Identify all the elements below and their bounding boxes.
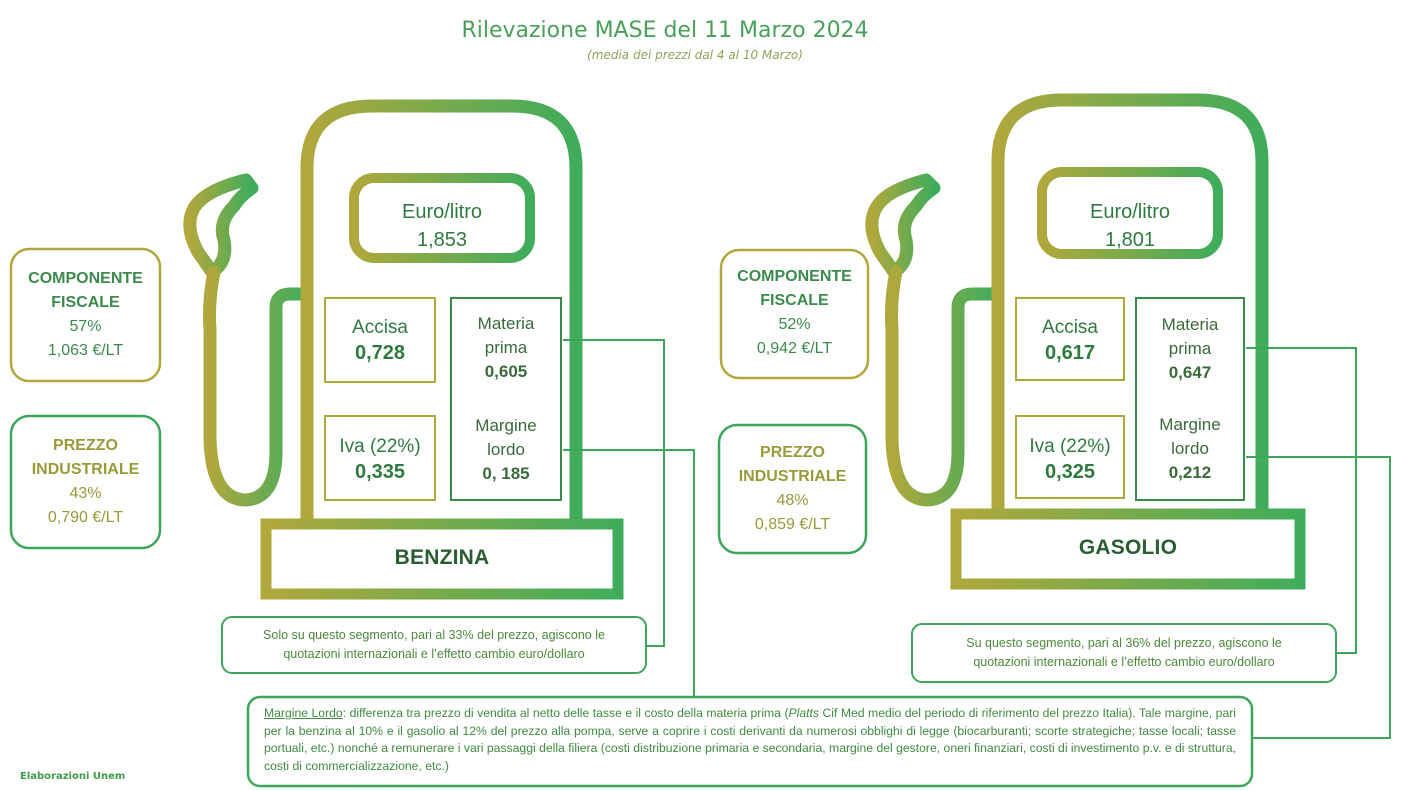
label: Margine xyxy=(475,416,537,435)
gasolio-pump-icon xyxy=(865,93,1306,590)
credit-label: Elaborazioni Unem xyxy=(20,771,126,782)
percentage: 43% xyxy=(69,485,102,502)
gasolio-footnote-connector xyxy=(1246,456,1391,739)
price-label: Euro/litro xyxy=(1089,201,1171,223)
gasolio-iva: Iva (22%) 0,325 xyxy=(1016,435,1124,485)
page-subtitle: (media dei prezzi dal 4 al 10 Marzo) xyxy=(587,48,803,62)
gasolio-note-connector xyxy=(1246,347,1357,654)
gasolio-iva-box xyxy=(1015,415,1125,499)
accisa-label: Accisa xyxy=(1042,317,1098,338)
accisa-value: 0,617 xyxy=(1044,342,1096,364)
gasolio-label: GASOLIO xyxy=(1078,536,1178,559)
label: prima xyxy=(484,338,528,357)
label: FISCALE xyxy=(51,294,120,311)
gasolio-materia-prima: Materia prima 0,647 xyxy=(1136,313,1244,385)
gasolio-industrial-box xyxy=(1135,297,1245,501)
footnote-text: : differenza tra prezzo di vendita al ne… xyxy=(342,706,789,720)
label: Materia xyxy=(477,314,535,333)
label: INDUSTRIALE xyxy=(738,468,847,485)
benzina-materia-prima: Materia prima 0,605 xyxy=(451,312,561,384)
label: lordo xyxy=(487,440,525,459)
benzina-note: Solo su questo segmento, pari al 33% del… xyxy=(222,626,646,664)
gasolio-industriale-box xyxy=(717,423,868,555)
benzina-prezzo-industriale: PREZZO INDUSTRIALE 43% 0,790 €/LT xyxy=(11,434,160,530)
iva-value: 0,335 xyxy=(354,461,406,483)
price-value: 1,853 xyxy=(416,229,468,251)
iva-value: 0,325 xyxy=(1044,461,1096,483)
value: 0,790 €/LT xyxy=(47,509,124,526)
margine-lordo-footnote: Margine Lordo: differenza tra prezzo di … xyxy=(264,705,1236,775)
page-title: Rilevazione MASE del 11 Marzo 2024 xyxy=(461,18,869,43)
iva-label: Iva (22%) xyxy=(1029,436,1111,457)
price-value: 1,801 xyxy=(1104,229,1156,251)
label: Materia xyxy=(1161,315,1219,334)
value: 0,647 xyxy=(1168,363,1212,382)
value: 0,605 xyxy=(484,362,528,381)
gasolio-accisa: Accisa 0,617 xyxy=(1016,316,1124,366)
accisa-label: Accisa xyxy=(352,317,408,338)
note-line: Su questo segmento, pari al 36% del prez… xyxy=(966,636,1282,650)
benzina-componente-fiscale: COMPONENTE FISCALE 57% 1,063 €/LT xyxy=(11,267,160,363)
footnote-platts: Platts xyxy=(788,706,819,720)
note-line: quotazioni internazionali e l’effetto ca… xyxy=(283,647,585,661)
benzina-iva: Iva (22%) 0,335 xyxy=(325,435,435,485)
benzina-industriale-box xyxy=(9,414,162,550)
gasolio-note: Su questo segmento, pari al 36% del prez… xyxy=(912,634,1336,672)
label: prima xyxy=(1168,339,1212,358)
label: Margine xyxy=(1159,415,1221,434)
label: INDUSTRIALE xyxy=(31,461,140,478)
value: 0,942 €/LT xyxy=(756,340,833,357)
label: FISCALE xyxy=(760,292,829,309)
benzina-accisa: Accisa 0,728 xyxy=(325,316,435,366)
benzina-margine-lordo: Margine lordo 0, 185 xyxy=(451,414,561,486)
benzina-label: BENZINA xyxy=(394,546,490,569)
note-line: quotazioni internazionali e l’effetto ca… xyxy=(973,655,1275,669)
price-label: Euro/litro xyxy=(401,201,483,223)
benzina-industrial-box xyxy=(450,297,562,501)
label: COMPONENTE xyxy=(28,270,143,287)
gasolio-prezzo-industriale: PREZZO INDUSTRIALE 48% 0,859 €/LT xyxy=(719,441,866,537)
benzina-price-display: Euro/litro 1,853 xyxy=(354,198,530,254)
label: PREZZO xyxy=(53,437,118,454)
label: COMPONENTE xyxy=(737,268,852,285)
value: 0,212 xyxy=(1168,463,1212,482)
footnote-term: Margine Lordo xyxy=(264,706,343,720)
value: 1,063 €/LT xyxy=(47,342,124,359)
label: lordo xyxy=(1171,439,1209,458)
value: 0,859 €/LT xyxy=(754,516,831,533)
accisa-value: 0,728 xyxy=(354,342,406,364)
gasolio-price-display: Euro/litro 1,801 xyxy=(1042,198,1218,254)
percentage: 57% xyxy=(69,318,102,335)
gasolio-accisa-box xyxy=(1015,297,1125,381)
benzina-fiscale-box xyxy=(9,247,162,383)
benzina-iva-box xyxy=(324,415,436,501)
gasolio-fiscale-box xyxy=(719,248,870,380)
benzina-footnote-connector xyxy=(563,449,695,697)
benzina-note-connector xyxy=(563,339,665,647)
benzina-accisa-box xyxy=(324,297,436,383)
iva-label: Iva (22%) xyxy=(339,436,421,457)
benzina-pump-icon xyxy=(183,99,624,600)
percentage: 48% xyxy=(776,492,809,509)
gasolio-margine-lordo: Margine lordo 0,212 xyxy=(1136,413,1244,485)
note-line: Solo su questo segmento, pari al 33% del… xyxy=(263,628,605,642)
label: PREZZO xyxy=(760,444,825,461)
footnote-text: Cif Med medio del periodo di riferimento… xyxy=(264,706,1237,773)
footnote-box xyxy=(246,695,1254,788)
gasolio-componente-fiscale: COMPONENTE FISCALE 52% 0,942 €/LT xyxy=(721,265,868,361)
percentage: 52% xyxy=(778,316,811,333)
value: 0, 185 xyxy=(482,464,530,483)
